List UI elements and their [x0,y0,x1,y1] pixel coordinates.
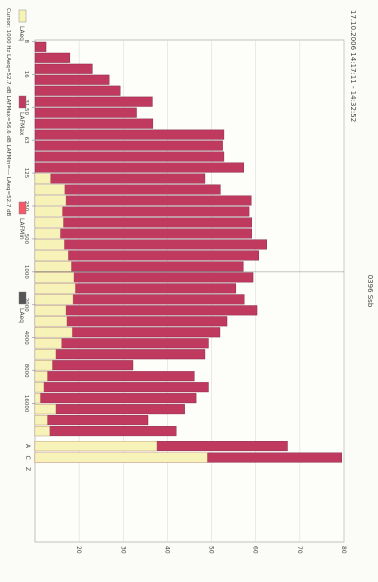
x-tick-label: 125 [23,168,29,179]
bar-lafmax [34,250,260,261]
bar-laeq [34,217,64,228]
bar-laeq [34,360,53,371]
bar-laeq [34,338,62,349]
x-tick-label: 63 [23,137,29,144]
legend-label: LAFMax [18,112,25,136]
legend-label: LAeq [18,308,25,323]
bar-lafmax [34,393,197,404]
bar-lafmax [34,382,209,393]
y-tick-label: 70 [296,546,303,554]
bar-lafmax [34,173,206,184]
bar-laeq [34,206,63,217]
chart-title: 0396 Ssb [366,275,374,308]
bar-laeq [34,404,56,415]
chart-timestamp: 17.10.2006 14:17:11 - 14:32:52 [349,10,357,122]
x-tick-label: 2000 [23,298,29,312]
bar-laeq [34,173,51,184]
bar-laeq [34,294,74,305]
bar-lafmax [34,228,252,239]
bar-lafmax [34,118,154,129]
bar-lafmax [34,52,71,63]
bar-laeq [34,239,65,250]
bar-laeq [34,283,76,294]
y-tick-label: 40 [163,546,170,554]
weighting-label: A [24,444,31,449]
bar-lafmax [34,426,177,437]
bar-lafmax [34,74,110,85]
bar-laeq [34,184,65,195]
bar-laeq [34,250,69,261]
x-tick-label: 16 [23,71,29,78]
y-tick-label: 80 [340,546,347,554]
bar-laeq [34,261,72,272]
bar-lafmax [34,162,244,173]
bar-laeq [34,393,41,404]
bar-lafmax [34,206,250,217]
bar-laeq [34,272,74,283]
y-tick-label: 50 [208,546,215,554]
cursor-readout: Cursor: 1000 Hz LAeq=52.7 dB LAFMax=56.6… [5,8,11,217]
legend-swatch [18,291,27,305]
bar-lafmax [34,41,47,52]
bar-lafmax [34,107,137,118]
bar-lafmax [34,305,258,316]
legend: LAeq LAFMax LAFMin LAeq [18,9,27,323]
bar-lafmax [34,195,252,206]
bar-lafmax [34,96,153,107]
legend-label: LAFMin [18,218,25,240]
legend-swatch [18,201,27,215]
bar-lafmax [34,85,121,96]
y-tick-label: 20 [75,546,82,554]
bar-laeq [34,195,67,206]
bar-lafmax [34,63,93,74]
bar-laeq [34,349,56,360]
bar-weighting-laeq [34,452,208,463]
bar-lafmax [34,140,223,151]
legend-swatch [18,95,27,109]
x-tick-label: 1000 [23,265,29,279]
bar-lafmax [34,404,185,415]
bar-lafmax [34,415,149,426]
x-tick-label: 4000 [23,331,29,345]
bar-laeq [34,228,61,239]
bar-lafmax [34,217,252,228]
legend-swatch [18,9,27,23]
bar-lafmax [34,151,225,162]
bar-lafmax [34,349,206,360]
legend-label: LAeq [18,26,25,41]
bar-laeq [34,415,48,426]
bar-laeq [34,371,48,382]
x-tick-label: 500 [23,234,29,245]
bar-laeq [34,327,73,338]
bar-lafmax [34,129,225,140]
y-tick-label: 30 [119,546,126,554]
bar-laeq [34,426,50,437]
weighting-label: C [24,455,31,459]
y-tick-label: 60 [252,546,259,554]
bar-laeq [34,382,44,393]
bar-lafmax [34,239,267,250]
bar-lafmax [34,371,195,382]
bars [34,41,342,463]
bar-laeq [34,305,67,316]
x-tick-label: 8 [23,40,29,44]
bar-weighting-laeq [34,441,157,452]
weighting-label: Z [24,467,31,471]
x-tick-label: 16000 [23,395,29,413]
x-tick-label: 8000 [23,364,29,378]
bar-laeq [34,316,67,327]
